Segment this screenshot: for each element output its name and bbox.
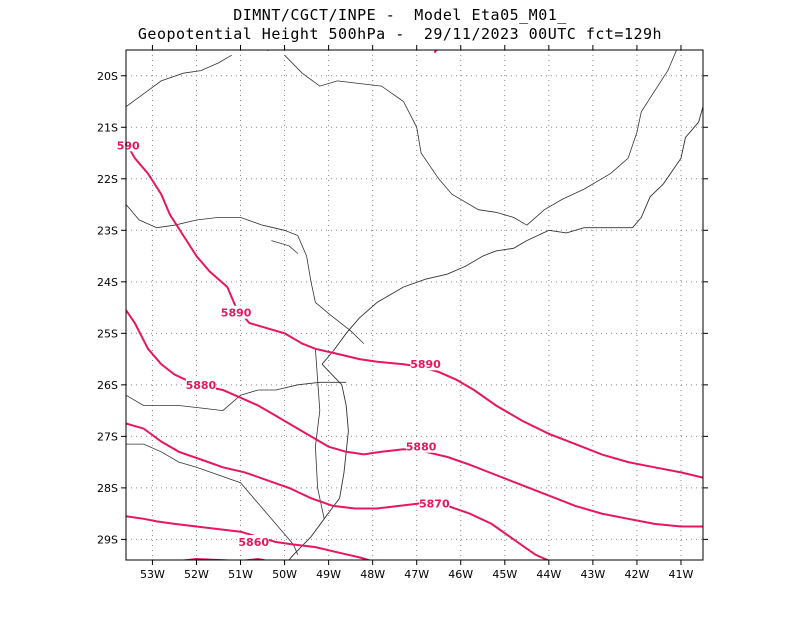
coastline-line [321, 106, 703, 365]
contour-label: 5880 [186, 379, 217, 392]
lon-tick-label: 50W [272, 568, 297, 581]
state-border-line [126, 443, 299, 555]
latitude-axis: 20S 21S 22S 23S 24S 25S 26S 27S 28S 29S [97, 70, 708, 546]
lat-tick-label: 20S [97, 70, 118, 83]
graticule-grid [126, 50, 703, 560]
contour-label-bg [238, 534, 269, 548]
contour-labels: 590 5890 5890 5880 5880 5870 5860 [116, 138, 450, 549]
state-borders [126, 50, 677, 555]
contour-label: 5890 [410, 358, 441, 371]
lat-tick-label: 21S [97, 121, 118, 134]
map-frame [125, 49, 704, 561]
state-border-line [126, 54, 232, 108]
lon-tick-label: 44W [536, 568, 561, 581]
lon-tick-label: 46W [448, 568, 473, 581]
contour-label-bg [221, 305, 252, 319]
lat-tick-label: 23S [97, 224, 118, 237]
state-border-line [126, 381, 347, 412]
lon-tick-label: 49W [316, 568, 341, 581]
state-border-line [271, 240, 299, 254]
contour-label: 5880 [406, 441, 437, 454]
contour-label: 5860 [238, 536, 269, 549]
contour-label-bg [419, 496, 450, 510]
contour-label-bg [410, 357, 441, 371]
lon-tick-label: 45W [492, 568, 517, 581]
lat-tick-label: 26S [97, 379, 118, 392]
contour-label-bg [116, 138, 140, 152]
coastline-line [288, 363, 349, 560]
state-border-line [526, 50, 677, 226]
state-border-line [314, 348, 325, 519]
lon-tick-label: 53W [140, 568, 165, 581]
contour-label-bg [406, 439, 437, 453]
map-title-line-2: Geopotential Height 500hPa - 29/11/2023 … [137, 25, 663, 43]
lat-tick-label: 25S [97, 327, 118, 340]
lat-tick-label: 29S [97, 533, 118, 546]
contour-line-5870 [126, 422, 550, 560]
lon-tick-label: 42W [624, 568, 649, 581]
lon-tick-label: 47W [404, 568, 429, 581]
contour-line-5900 [126, 142, 703, 479]
coastline [288, 106, 703, 560]
lat-tick-label: 24S [97, 276, 118, 289]
contour-label: 5890 [221, 307, 252, 320]
lat-tick-label: 28S [97, 482, 118, 495]
contour-label: 5870 [419, 497, 450, 510]
contour-line-5880 [126, 309, 703, 528]
lon-tick-label: 41W [669, 568, 694, 581]
state-border-line [126, 204, 365, 344]
lon-tick-label: 43W [580, 568, 605, 581]
state-border-line [284, 54, 528, 226]
lon-tick-label: 51W [228, 568, 253, 581]
lat-tick-label: 22S [97, 173, 118, 186]
lat-tick-label: 27S [97, 430, 118, 443]
contour-line-5910 [433, 50, 438, 54]
lon-tick-label: 52W [184, 568, 209, 581]
longitude-axis: 53W 52W 51W 50W 49W 48W 47W 46W 45W 44W 43W 42W 41W [140, 45, 694, 581]
map-title-line-1: DIMNT/CGCT/INPE - Model Eta05_M01_ [233, 6, 567, 24]
lon-tick-label: 48W [360, 568, 385, 581]
contour-label: 590 [117, 139, 140, 152]
contour-label-bg [185, 377, 216, 391]
